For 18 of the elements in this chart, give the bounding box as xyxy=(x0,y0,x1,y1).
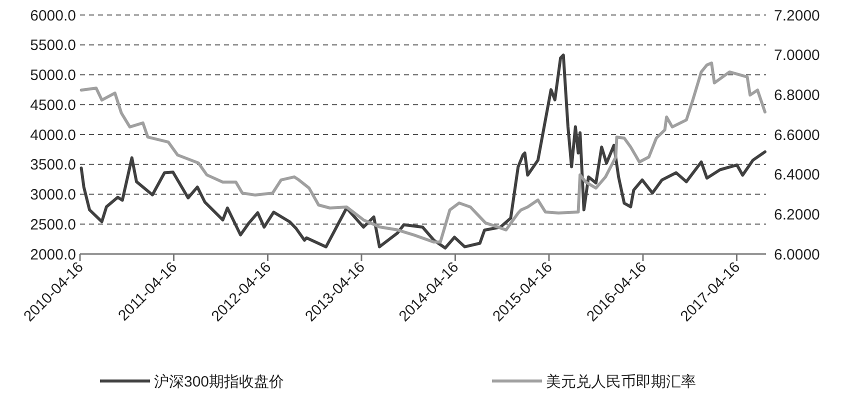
y-tick-label: 5500.0 xyxy=(30,37,76,54)
legend-label: 美元兑人民币即期汇率 xyxy=(546,373,696,390)
y-tick-label: 6000.0 xyxy=(30,7,76,24)
y2-tick-label: 6.0000 xyxy=(774,246,820,264)
y-tick-label: 2000.0 xyxy=(30,246,76,264)
y-tick-label: 3500.0 xyxy=(30,156,76,174)
y-tick-label: 4500.0 xyxy=(30,96,76,114)
y2-tick-label: 6.8000 xyxy=(774,86,820,104)
y2-tick-label: 7.2000 xyxy=(774,7,820,24)
y2-tick-label: 6.2000 xyxy=(774,206,820,224)
legend-label: 沪深300期指收盘价 xyxy=(154,373,284,390)
y-tick-label: 3000.0 xyxy=(30,186,76,204)
y2-tick-label: 7.0000 xyxy=(774,47,820,64)
y2-tick-label: 6.4000 xyxy=(774,166,820,184)
y-tick-label: 4000.0 xyxy=(30,126,76,144)
y-tick-label: 2500.0 xyxy=(30,216,76,234)
y2-tick-label: 6.6000 xyxy=(774,126,820,144)
y-tick-label: 5000.0 xyxy=(30,67,76,84)
